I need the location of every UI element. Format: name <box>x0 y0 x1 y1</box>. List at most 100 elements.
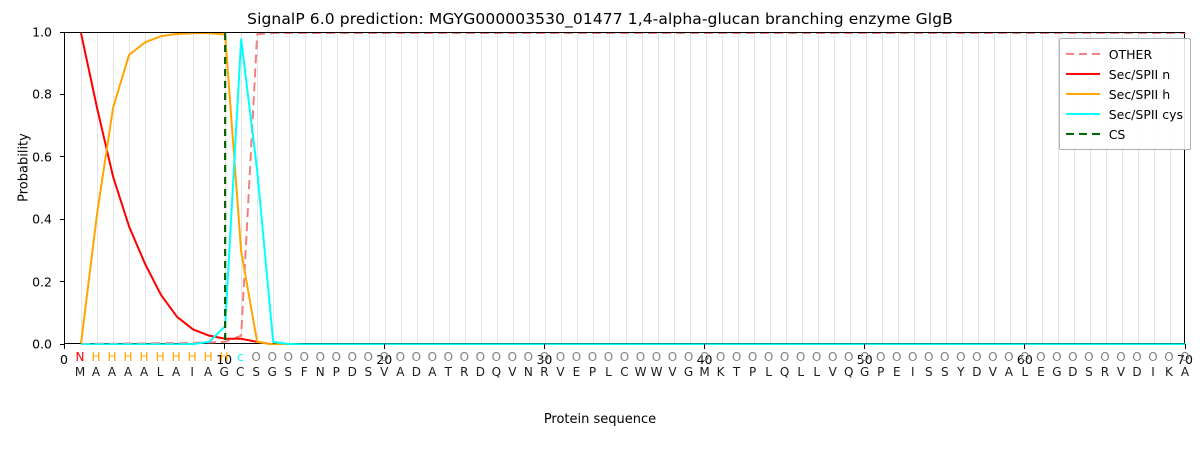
residue-cell: D <box>1068 365 1078 379</box>
grid-line <box>961 33 963 343</box>
legend-swatch-icon <box>1065 88 1100 100</box>
annotation-cell: O <box>924 350 934 364</box>
grid-line <box>801 33 803 343</box>
x-tick-mark <box>1024 344 1026 349</box>
y-tick-label: 1.0 <box>32 24 52 40</box>
grid-line <box>433 33 435 343</box>
residue-cell: F <box>300 365 308 379</box>
grid-line <box>241 33 243 343</box>
annotation-cell: O <box>988 350 998 364</box>
y-tick-mark <box>59 93 64 95</box>
grid-line <box>1169 33 1171 343</box>
residue-cell: W <box>650 365 663 379</box>
residue-cell: D <box>1132 365 1142 379</box>
x-tick-label: 20 <box>376 352 393 367</box>
residue-cell: V <box>1116 365 1126 379</box>
grid-line <box>1089 33 1091 343</box>
annotation-cell: O <box>587 350 598 364</box>
residue-cell: A <box>204 365 213 379</box>
residue-cell: N <box>523 365 533 379</box>
residue-cell: K <box>1165 365 1173 379</box>
annotation-cell: O <box>908 350 918 364</box>
residue-cell: E <box>892 365 901 379</box>
legend: OTHER Sec/SPII n Sec/SPII h Sec/SPII cys CS <box>1058 38 1191 150</box>
annotation-cell: H <box>91 350 101 364</box>
grid-line <box>177 33 179 343</box>
grid-line <box>833 33 835 343</box>
annotation-cell: O <box>347 350 357 364</box>
annotation-cell: O <box>539 350 550 364</box>
residue-cell: C <box>235 365 245 379</box>
legend-item[interactable]: Sec/SPII n <box>1065 64 1183 84</box>
annotation-cell: H <box>139 350 149 364</box>
grid-line <box>257 33 259 343</box>
residue-cell: L <box>1021 365 1029 379</box>
residue-cell: D <box>411 365 421 379</box>
grid-line <box>577 33 579 343</box>
x-axis-ticks <box>0 344 1200 352</box>
residue-cell: A <box>91 365 101 379</box>
grid-line <box>513 33 515 343</box>
residue-cell: Q <box>491 365 502 379</box>
residue-cell: A <box>428 365 437 379</box>
grid-line <box>641 33 643 343</box>
grid-line <box>193 33 195 343</box>
y-tick-mark <box>59 156 64 158</box>
legend-item[interactable]: Sec/SPII h <box>1065 84 1183 104</box>
residue-cell: S <box>252 365 260 379</box>
grid-line <box>1057 33 1059 343</box>
annotation-cell: O <box>603 350 614 364</box>
y-tick-label: 0.6 <box>32 149 52 165</box>
grid-line <box>273 33 275 343</box>
residue-cell: S <box>364 365 373 379</box>
x-tick-mark <box>543 344 546 349</box>
legend-item[interactable]: OTHER <box>1065 44 1183 64</box>
annotation-cell: O <box>443 350 454 364</box>
x-tick-label: 60 <box>1016 352 1033 367</box>
grid-line <box>1105 33 1107 343</box>
legend-item[interactable]: CS <box>1065 124 1183 144</box>
residue-cell: R <box>1100 365 1110 379</box>
residue-cell: R <box>460 365 469 379</box>
grid-line <box>1121 33 1123 343</box>
annotation-cell: O <box>427 350 438 364</box>
residue-cell: N <box>315 365 325 379</box>
residue-cell: S <box>924 365 933 379</box>
annotation-cell: O <box>1036 350 1046 364</box>
annotation-cell: O <box>1052 350 1062 364</box>
y-tick-label: 0.8 <box>32 86 52 102</box>
y-tick-mark <box>59 281 64 283</box>
residue-cell: P <box>332 365 340 379</box>
annotation-cell: O <box>875 350 886 364</box>
residue-cell: V <box>988 365 997 379</box>
annotation-cell: N <box>75 350 85 364</box>
annotation-cell: O <box>475 350 486 364</box>
grid-line <box>401 33 403 343</box>
grid-line <box>529 33 531 343</box>
annotation-cell: O <box>731 350 742 364</box>
x-tick-mark <box>1184 344 1186 349</box>
annotation-cell: O <box>411 350 422 364</box>
residue-cell: E <box>572 365 581 379</box>
annotation-cell: O <box>811 350 822 364</box>
grid-line <box>705 33 707 343</box>
annotation-cell: H <box>203 350 213 364</box>
grid-line <box>81 33 82 343</box>
grid-line <box>465 33 467 343</box>
annotation-cell: O <box>699 350 710 364</box>
x-tick-mark <box>704 344 706 349</box>
annotation-cell: O <box>507 350 518 364</box>
residue-cell: D <box>475 365 485 379</box>
annotation-cell: O <box>1116 350 1126 364</box>
residue-cell: P <box>588 365 597 379</box>
annotation-cell: O <box>972 350 982 364</box>
x-tick-label: 50 <box>856 352 873 367</box>
residue-cell: A <box>1004 365 1013 379</box>
residue-cell: T <box>732 365 741 379</box>
legend-item[interactable]: Sec/SPII cys <box>1065 104 1183 124</box>
residue-cell: K <box>716 365 725 379</box>
residue-cell: S <box>284 365 292 379</box>
grid-line <box>689 33 691 343</box>
grid-line <box>449 33 451 343</box>
annotation-cell: O <box>651 350 662 364</box>
